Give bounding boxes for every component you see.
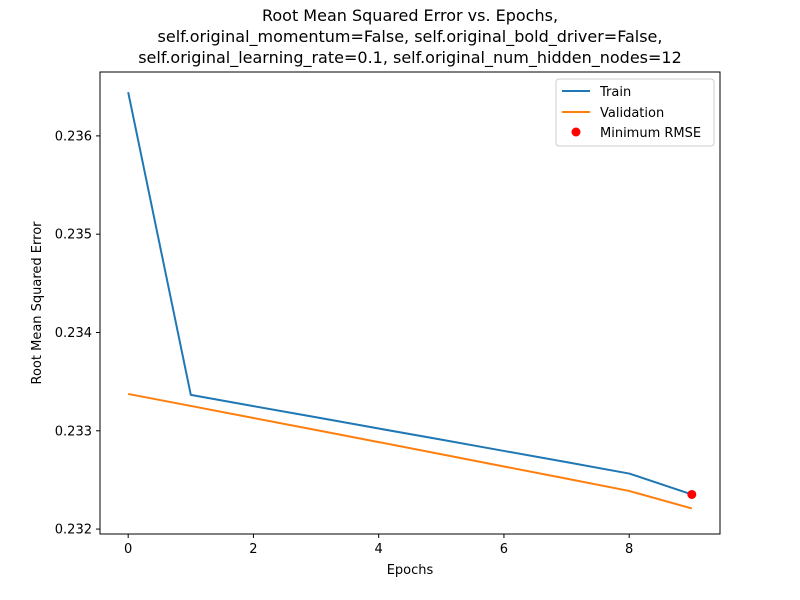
y-tick-label: 0.233	[55, 424, 92, 439]
series-line-train	[127, 91, 693, 496]
x-tick-label: 8	[625, 542, 633, 557]
chart-title-line-2: self.original_momentum=False, self.origi…	[157, 27, 663, 46]
plot-frame	[99, 71, 721, 535]
legend-box	[555, 78, 715, 147]
legend: Train Validation Minimum RMSE	[555, 78, 715, 147]
y-axis-label: Root Mean Squared Error	[30, 221, 45, 385]
legend-minimum-label: Minimum RMSE	[600, 126, 701, 141]
minimum-rmse-marker	[687, 489, 697, 499]
plot-area	[100, 72, 720, 534]
x-tick-label: 4	[375, 542, 383, 557]
x-tick-label: 0	[124, 542, 132, 557]
y-tick-label: 0.234	[55, 326, 92, 341]
y-tick-label: 0.232	[55, 523, 92, 538]
chart-title-line-3: self.original_learning_rate=0.1, self.or…	[138, 48, 682, 67]
x-axis-label: Epochs	[387, 563, 434, 578]
x-tick-label: 2	[249, 542, 257, 557]
tick-layer: 0 2 4 6 8 0.232 0.233 0.234 0.235 0.236	[55, 129, 634, 557]
y-tick-label: 0.235	[55, 228, 92, 243]
y-tick-label: 0.236	[55, 129, 92, 144]
series-layer	[127, 91, 693, 510]
marker-layer	[687, 489, 697, 499]
legend-train-label: Train	[599, 85, 631, 100]
legend-validation-label: Validation	[600, 106, 664, 121]
x-tick-label: 6	[500, 542, 508, 557]
series-line-validation	[127, 392, 693, 510]
legend-minimum-marker	[571, 127, 581, 137]
chart-title-line-1: Root Mean Squared Error vs. Epochs,	[261, 6, 559, 25]
